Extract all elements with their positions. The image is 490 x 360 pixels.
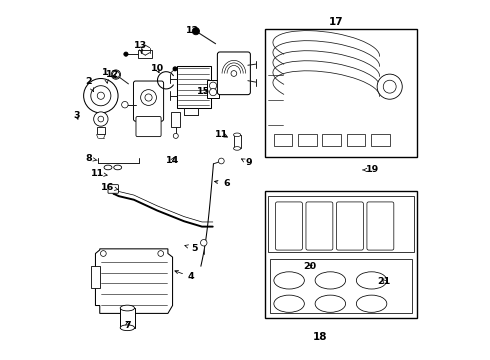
Text: 5: 5: [185, 244, 197, 253]
Ellipse shape: [120, 305, 135, 311]
Circle shape: [94, 112, 108, 126]
Text: 12: 12: [186, 26, 199, 35]
FancyBboxPatch shape: [218, 52, 250, 95]
Ellipse shape: [315, 295, 345, 312]
FancyBboxPatch shape: [337, 202, 364, 250]
Ellipse shape: [120, 325, 135, 330]
Text: 14: 14: [166, 156, 179, 165]
Text: 13: 13: [134, 41, 147, 53]
Ellipse shape: [274, 272, 304, 289]
Circle shape: [97, 92, 104, 99]
Circle shape: [158, 251, 164, 256]
Bar: [298, 134, 317, 146]
Text: 11: 11: [91, 169, 107, 178]
Text: 18: 18: [313, 332, 327, 342]
Bar: [265, 30, 417, 157]
FancyBboxPatch shape: [133, 81, 164, 121]
Circle shape: [111, 70, 121, 79]
Ellipse shape: [114, 165, 122, 170]
Bar: [91, 266, 100, 288]
Text: 2: 2: [86, 77, 94, 91]
Ellipse shape: [315, 272, 345, 289]
Text: 20: 20: [303, 262, 316, 271]
Bar: [265, 191, 417, 318]
Circle shape: [112, 71, 120, 78]
Circle shape: [145, 94, 152, 101]
Ellipse shape: [356, 295, 387, 312]
Circle shape: [100, 251, 106, 256]
Bar: [97, 127, 105, 134]
Bar: [120, 308, 135, 328]
Bar: [269, 196, 414, 252]
Circle shape: [173, 67, 177, 71]
Circle shape: [192, 28, 199, 35]
Text: 7: 7: [124, 321, 131, 330]
FancyBboxPatch shape: [136, 117, 161, 136]
Circle shape: [210, 89, 217, 96]
Bar: [371, 134, 390, 146]
Circle shape: [383, 80, 396, 93]
Ellipse shape: [356, 272, 387, 289]
Bar: [234, 135, 241, 148]
Bar: [172, 112, 180, 127]
Bar: [274, 134, 293, 146]
Text: 10: 10: [150, 64, 164, 73]
Text: 21: 21: [377, 276, 391, 285]
Circle shape: [84, 78, 118, 113]
Text: 3: 3: [73, 111, 80, 120]
Circle shape: [219, 158, 224, 164]
Ellipse shape: [104, 165, 112, 170]
Bar: [322, 134, 341, 146]
Circle shape: [231, 71, 237, 76]
Text: 15: 15: [196, 86, 210, 95]
Circle shape: [122, 102, 128, 108]
Text: 19: 19: [363, 166, 379, 175]
FancyBboxPatch shape: [367, 202, 394, 250]
Bar: [177, 66, 211, 108]
Bar: [347, 134, 366, 146]
Circle shape: [377, 74, 402, 99]
Bar: [270, 259, 412, 313]
Circle shape: [200, 239, 207, 246]
Text: 12: 12: [106, 70, 119, 79]
Ellipse shape: [274, 295, 304, 312]
FancyBboxPatch shape: [108, 185, 119, 193]
Circle shape: [124, 52, 128, 56]
Ellipse shape: [234, 133, 241, 136]
Text: 11: 11: [215, 130, 228, 139]
Bar: [207, 80, 219, 98]
Circle shape: [98, 116, 104, 122]
Text: 9: 9: [242, 158, 252, 167]
Bar: [138, 50, 152, 58]
FancyBboxPatch shape: [275, 202, 302, 250]
Text: 16: 16: [101, 183, 118, 192]
Text: 4: 4: [175, 270, 195, 281]
Ellipse shape: [234, 147, 241, 150]
FancyBboxPatch shape: [306, 202, 333, 250]
Text: 6: 6: [215, 179, 230, 188]
Circle shape: [173, 134, 178, 138]
Circle shape: [210, 82, 217, 89]
Text: 17: 17: [329, 17, 344, 27]
Circle shape: [141, 90, 156, 105]
Text: 1: 1: [102, 68, 108, 83]
Text: 8: 8: [85, 154, 97, 163]
Circle shape: [91, 86, 111, 106]
Polygon shape: [96, 249, 172, 314]
